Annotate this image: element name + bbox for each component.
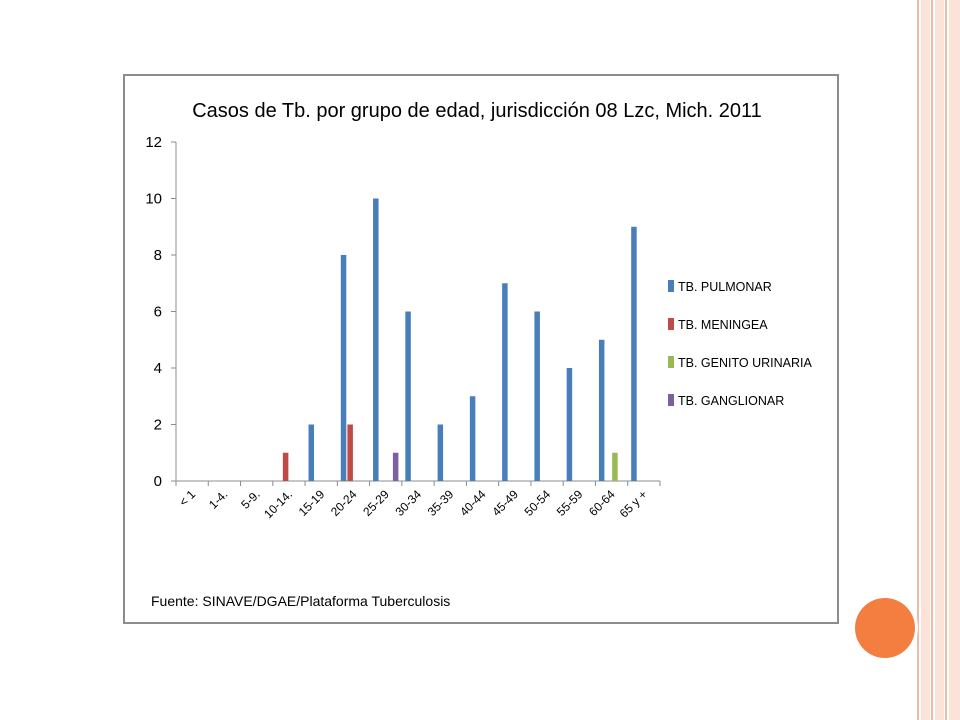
bar <box>534 311 540 481</box>
chart-axes <box>175 142 660 482</box>
bar <box>373 198 379 481</box>
y-tick-label: 12 <box>145 134 162 151</box>
x-tick-label: 45-49 <box>489 487 521 519</box>
y-axis-ticks: 0 2 4 6 8 10 12 <box>145 134 176 490</box>
x-tick-label: 35-39 <box>425 487 457 519</box>
x-tick-label: 10-14. <box>261 487 295 521</box>
y-tick-label: 10 <box>145 191 162 208</box>
bar <box>612 452 618 481</box>
legend-swatch <box>668 318 674 330</box>
x-tick-label: 25-29 <box>360 487 392 519</box>
x-tick-label: 65 y + <box>617 487 650 520</box>
x-tick-label: 30-34 <box>393 487 425 519</box>
chart-svg: Casos de Tb. por grupo de edad, jurisdic… <box>145 100 812 609</box>
decor-stripe <box>945 0 947 720</box>
legend-swatch <box>668 356 674 368</box>
x-axis-ticks: < 1 1-4. 5-9.10-14. 15-19 20-24 25-29 30-34 35-… <box>175 481 661 521</box>
source-note: Fuente: SINAVE/DGAE/Plataforma Tuberculo… <box>151 593 450 609</box>
decor-stripe <box>917 0 919 720</box>
bar <box>308 424 315 481</box>
bar <box>282 452 289 481</box>
bar <box>392 452 399 481</box>
y-tick-label: 6 <box>154 304 162 321</box>
bar <box>598 339 605 481</box>
bar <box>631 226 637 481</box>
bar <box>566 368 573 481</box>
legend-label: TB. GENITO URINARIA <box>678 356 812 370</box>
x-tick-label: 40-44 <box>457 487 489 519</box>
decor-stripe <box>921 0 930 720</box>
decor-stripe <box>931 0 933 720</box>
legend-swatch <box>668 280 674 292</box>
y-tick-label: 0 <box>154 473 162 490</box>
legend-swatch <box>668 394 674 406</box>
chart-bars <box>282 198 637 481</box>
x-tick-label: 5-9. <box>238 487 263 512</box>
accent-circle <box>855 598 915 658</box>
bar <box>340 255 347 481</box>
legend-label: TB. MENINGEA <box>678 318 768 332</box>
x-tick-label: < 1 <box>176 487 198 509</box>
bar <box>502 283 508 481</box>
y-tick-label: 8 <box>154 247 162 264</box>
bar <box>405 311 411 481</box>
x-tick-label: 15-19 <box>296 487 328 519</box>
x-tick-label: 60-64 <box>586 487 618 519</box>
chart-frame: Casos de Tb. por grupo de edad, jurisdic… <box>123 74 839 624</box>
legend-label: TB. GANGLIONAR <box>678 394 784 408</box>
bar <box>469 396 476 481</box>
chart-legend: TB. PULMONAR TB. MENINGEA TB. GENITO URINA… <box>668 280 812 408</box>
y-tick-label: 2 <box>154 417 162 434</box>
bar <box>347 424 353 481</box>
chart-title: Casos de Tb. por grupo de edad, jurisdic… <box>192 100 762 122</box>
x-tick-label: 55-59 <box>554 487 586 519</box>
x-tick-label: 1-4. <box>206 487 231 512</box>
x-tick-label: 50-54 <box>522 487 554 519</box>
x-tick-label: 20-24 <box>328 487 360 519</box>
legend-label: TB. PULMONAR <box>678 280 772 294</box>
decor-stripe <box>949 0 960 720</box>
decor-stripe <box>935 0 944 720</box>
bar <box>437 424 444 481</box>
y-tick-label: 4 <box>154 360 162 377</box>
